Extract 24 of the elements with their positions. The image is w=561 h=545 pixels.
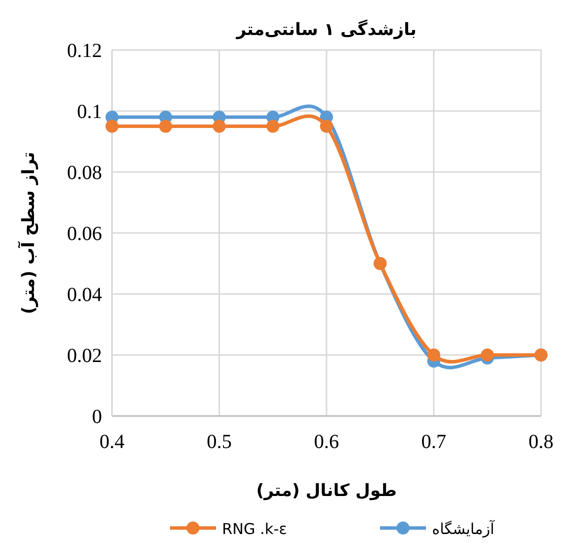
x-tick-label: 0.8 (528, 431, 554, 453)
point (320, 120, 333, 133)
chart-title: بازشدگی ۱ سانتی‌متر (235, 19, 417, 40)
point (159, 120, 172, 133)
point (427, 348, 440, 362)
x-tick-label: 0.7 (421, 431, 446, 453)
legend-label: RNG .k-ε (222, 520, 288, 538)
point (212, 120, 226, 133)
y-tick-label: 0.06 (67, 223, 102, 245)
y-tick-label: 0.02 (67, 345, 102, 367)
y-tick-label: 0.12 (67, 40, 102, 62)
y-tick-label: 0.08 (67, 162, 102, 184)
legend-label: آزمایشگاه (432, 519, 496, 538)
point (480, 348, 494, 362)
y-tick-label: 0.1 (77, 101, 102, 123)
x-tick-label: 0.5 (206, 431, 232, 453)
x-axis-title: طول کانال (متر) (256, 481, 397, 501)
y-axis-title: تراز سطح آب (متر) (17, 152, 39, 314)
point (106, 120, 118, 133)
x-tick-label: 0.4 (100, 431, 124, 453)
y-tick-label: 0.04 (67, 284, 102, 306)
y-tick-label: 0 (92, 406, 102, 428)
x-tick-label: 0.6 (314, 431, 339, 453)
point (266, 120, 280, 133)
